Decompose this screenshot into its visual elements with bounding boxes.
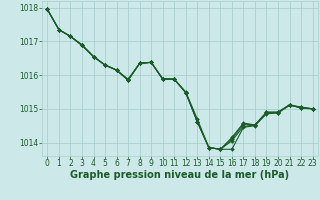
X-axis label: Graphe pression niveau de la mer (hPa): Graphe pression niveau de la mer (hPa) [70, 170, 290, 180]
